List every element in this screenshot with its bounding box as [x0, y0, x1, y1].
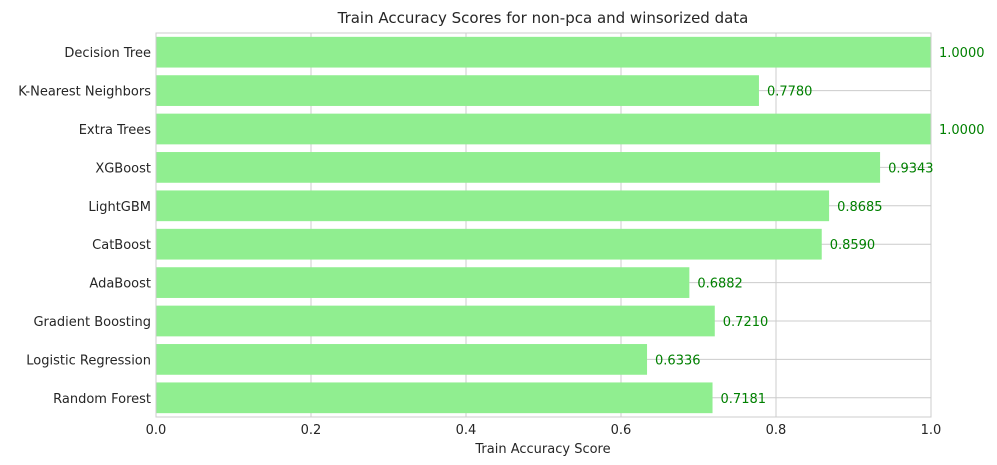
bars — [156, 36, 931, 414]
plot-frame — [155, 32, 932, 418]
x-tick-label: 0.6 — [611, 423, 632, 438]
data-label: 1.0000 — [939, 46, 985, 61]
data-label: 1.0000 — [939, 123, 985, 138]
chart-title: Train Accuracy Scores for non-pca and wi… — [337, 9, 749, 27]
data-label: 0.8590 — [830, 238, 876, 253]
y-tick-label: CatBoost — [92, 238, 151, 253]
y-tick-label: Decision Tree — [64, 46, 151, 61]
data-label: 0.9343 — [888, 161, 934, 176]
y-tick-label: XGBoost — [95, 161, 151, 176]
bar — [156, 152, 881, 183]
bar — [156, 113, 931, 145]
y-tick-label: AdaBoost — [89, 277, 151, 292]
y-tick-label: Logistic Regression — [26, 353, 151, 368]
bar — [156, 228, 822, 260]
bar — [156, 36, 931, 68]
x-tick-label: 0.4 — [456, 423, 477, 438]
x-tick-label: 0.0 — [146, 423, 167, 438]
y-tick-label: Random Forest — [53, 392, 151, 407]
data-label: 0.7780 — [767, 85, 813, 100]
data-label: 0.6336 — [655, 353, 701, 368]
y-tick-labels: Decision Tree K-Nearest Neighbors Extra Tr… — [18, 46, 151, 407]
value-labels: 1.0000 0.7780 1.0000 0.9343 0.8685 0.8590 0.68… — [655, 46, 984, 407]
bar — [156, 382, 713, 414]
bar — [156, 75, 759, 106]
x-axis-label: Train Accuracy Score — [474, 442, 610, 457]
bar — [156, 305, 715, 337]
bar — [156, 190, 830, 222]
data-label: 0.7210 — [723, 315, 769, 330]
x-tick-label: 0.8 — [766, 423, 787, 438]
y-tick-label: LightGBM — [88, 200, 151, 215]
x-tick-labels: 0.0 0.2 0.4 0.6 0.8 1.0 — [146, 423, 942, 438]
data-label: 0.7181 — [721, 392, 767, 407]
bar — [156, 267, 690, 298]
y-tick-label: Gradient Boosting — [33, 315, 151, 330]
y-tick-label: K-Nearest Neighbors — [18, 85, 151, 100]
y-tick-label: Extra Trees — [79, 123, 152, 138]
x-tick-label: 1.0 — [921, 423, 942, 438]
bar — [156, 344, 648, 375]
data-label: 0.6882 — [697, 277, 743, 292]
x-tick-label: 0.2 — [301, 423, 322, 438]
data-label: 0.8685 — [837, 200, 883, 215]
